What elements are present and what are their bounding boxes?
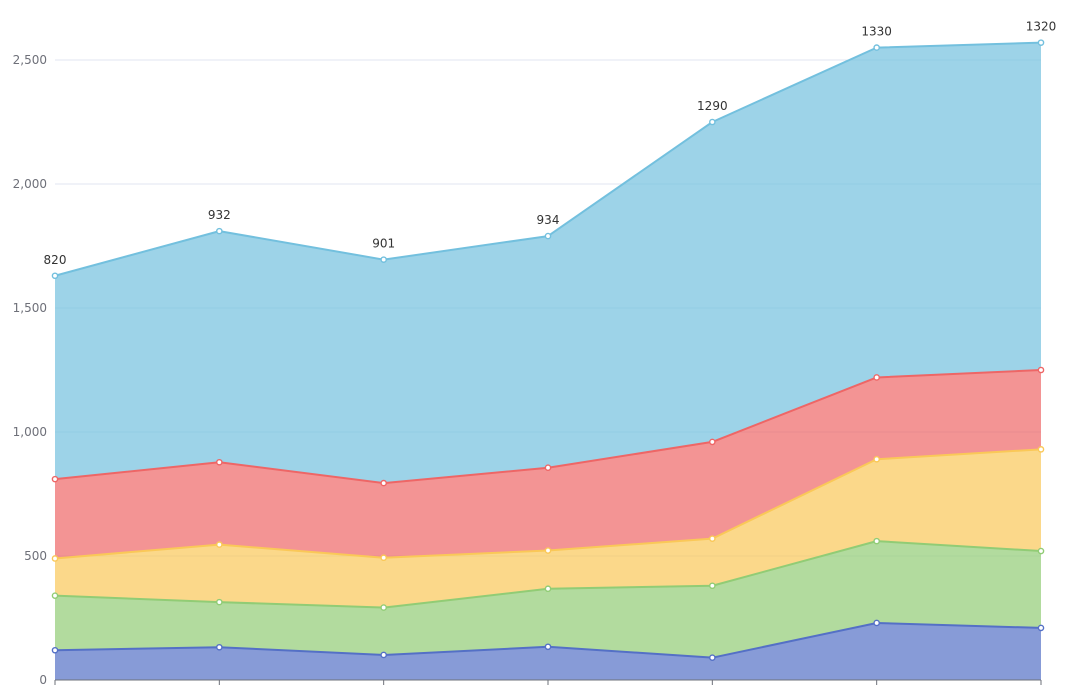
y-tick-label: 2,500: [13, 53, 47, 67]
data-point-s5[interactable]: [51, 272, 59, 280]
data-point-s3[interactable]: [873, 455, 880, 463]
data-point-s3[interactable]: [216, 541, 223, 548]
data-label: 934: [537, 213, 560, 227]
y-tick-label: 2,000: [13, 177, 47, 191]
y-tick-label: 1,500: [13, 301, 47, 315]
data-point-s1[interactable]: [544, 643, 552, 651]
data-point-s1[interactable]: [216, 643, 223, 651]
data-point-s5[interactable]: [1037, 39, 1045, 46]
data-label: 901: [372, 237, 395, 251]
data-point-s4[interactable]: [1037, 366, 1045, 374]
data-point-s4[interactable]: [544, 464, 552, 472]
data-point-s4[interactable]: [216, 458, 223, 466]
data-point-s3[interactable]: [380, 554, 387, 562]
series-areas: [55, 42, 1041, 680]
data-point-s5[interactable]: [216, 227, 223, 235]
series-area-5: [55, 42, 1041, 484]
data-point-s2[interactable]: [51, 592, 59, 599]
data-point-s1[interactable]: [380, 651, 387, 659]
data-point-s3[interactable]: [544, 547, 552, 554]
data-point-s3[interactable]: [51, 555, 59, 562]
data-label: 932: [208, 208, 231, 222]
data-point-s5[interactable]: [709, 118, 716, 126]
data-point-s2[interactable]: [216, 598, 223, 606]
data-point-s1[interactable]: [873, 619, 880, 627]
data-point-s3[interactable]: [1037, 446, 1045, 453]
data-point-s2[interactable]: [873, 537, 880, 545]
data-label: 1290: [697, 99, 728, 113]
data-label: 820: [44, 253, 67, 267]
data-point-s1[interactable]: [1037, 624, 1045, 632]
data-point-s2[interactable]: [709, 582, 716, 590]
data-point-s1[interactable]: [709, 654, 716, 661]
data-point-s3[interactable]: [709, 535, 716, 542]
data-point-s4[interactable]: [709, 438, 716, 446]
y-tick-label: 500: [24, 549, 47, 563]
data-point-s5[interactable]: [380, 256, 387, 263]
data-point-s5[interactable]: [873, 44, 880, 51]
data-point-s2[interactable]: [544, 585, 552, 593]
data-point-s4[interactable]: [380, 479, 387, 487]
data-label: 1330: [861, 25, 892, 39]
series-area-4: [55, 370, 1041, 559]
data-point-s1[interactable]: [51, 646, 59, 654]
y-tick-label: 1,000: [13, 425, 47, 439]
series-area-3: [55, 449, 1041, 608]
data-point-s2[interactable]: [1037, 547, 1045, 555]
series-area-2: [55, 541, 1041, 658]
data-point-s5[interactable]: [544, 232, 552, 240]
data-point-s4[interactable]: [51, 475, 59, 483]
data-label: 1320: [1026, 20, 1057, 34]
data-point-s4[interactable]: [873, 374, 880, 381]
series-area-1: [55, 622, 1041, 680]
data-point-s2[interactable]: [380, 604, 387, 611]
y-tick-label: 0: [39, 673, 47, 687]
